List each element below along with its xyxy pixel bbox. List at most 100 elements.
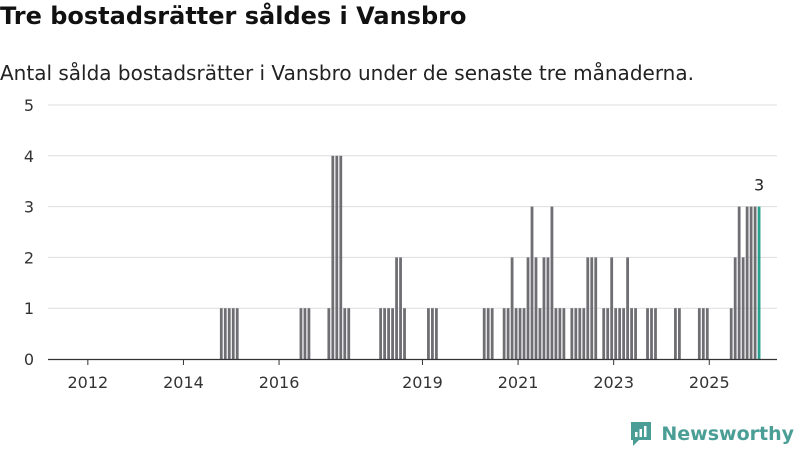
bar [542,257,546,359]
x-tick-label: 2021 [498,373,539,392]
bar [227,308,231,359]
y-tick-label: 5 [24,96,34,115]
bar [594,257,598,359]
bar [387,308,390,359]
bar [741,257,745,359]
bar [626,257,630,359]
brand-name: Newsworthy [661,423,794,445]
bar [235,308,239,359]
brand-logo: Newsworthy [629,420,794,448]
bar [379,308,383,359]
bar [674,308,677,359]
y-tick-label: 2 [24,248,34,267]
bar [634,308,637,359]
bar [590,257,594,359]
x-tick-label: 2014 [163,373,204,392]
bar [347,308,351,359]
grid-lines [48,104,777,309]
bar [654,308,657,359]
bar [502,308,506,359]
bar [335,155,339,359]
bar [630,308,633,359]
y-axis-ticks: 0 1 2 3 4 5 [24,96,34,369]
bar [534,257,538,359]
bar [646,308,649,359]
bar [650,308,653,359]
y-tick-label: 1 [24,299,34,318]
bar [299,308,303,359]
bars [219,155,761,359]
bar [745,206,749,359]
x-axis-ticks: 2012 2014 2016 2019 2021 2023 2025 [67,359,730,392]
bar [538,308,542,359]
bar [570,308,574,359]
bar [602,308,606,359]
bar [749,206,753,359]
bar [331,155,335,359]
bar [678,308,681,359]
bar [339,155,343,359]
x-tick-label: 2016 [259,373,300,392]
bar [506,308,510,359]
bar-highlight [757,206,761,359]
bar [303,308,307,359]
bar [327,308,331,359]
x-tick-label: 2019 [402,373,443,392]
bar [343,308,347,359]
bar [705,308,709,359]
bar [729,308,733,359]
bar [582,308,586,359]
bar [219,308,223,359]
chart-subtitle: Antal sålda bostadsrätter i Vansbro unde… [0,61,694,85]
bar [550,206,554,359]
x-tick-label: 2025 [689,373,730,392]
x-tick-label: 2023 [593,373,634,392]
annotations: 3 [754,176,764,195]
bar [554,308,558,359]
x-tick-label: 2012 [67,373,108,392]
bar [431,308,434,359]
bar [526,257,530,359]
bar [618,308,622,359]
bar [546,257,550,359]
bar [391,308,394,359]
bar [399,257,402,359]
y-tick-label: 3 [24,198,34,217]
bar [307,308,311,359]
bar [403,308,406,359]
bar [427,308,430,359]
bar [697,308,701,359]
bar [610,257,614,359]
data-label: 3 [754,176,764,195]
bar [586,257,590,359]
bar [606,308,610,359]
bar [614,308,618,359]
bar [522,308,526,359]
bar [510,257,514,359]
bar [701,308,705,359]
bar [737,206,741,359]
bar [231,308,235,359]
bar [733,257,737,359]
bar [486,308,490,359]
y-tick-label: 4 [24,147,34,166]
bar [223,308,227,359]
bar [562,308,566,359]
newsworthy-logo-icon [631,422,652,446]
bar [574,308,578,359]
bar [383,308,387,359]
bar [558,308,562,359]
bar [578,308,582,359]
bar [395,257,398,359]
bar [482,308,486,359]
bar [435,308,438,359]
bar [622,308,626,359]
bar [514,308,518,359]
y-tick-label: 0 [24,350,34,369]
bar [753,206,757,359]
bar [518,308,522,359]
chart-title: Tre bostadsrätter såldes i Vansbro [0,2,467,30]
bar [490,308,494,359]
bar [530,206,534,359]
